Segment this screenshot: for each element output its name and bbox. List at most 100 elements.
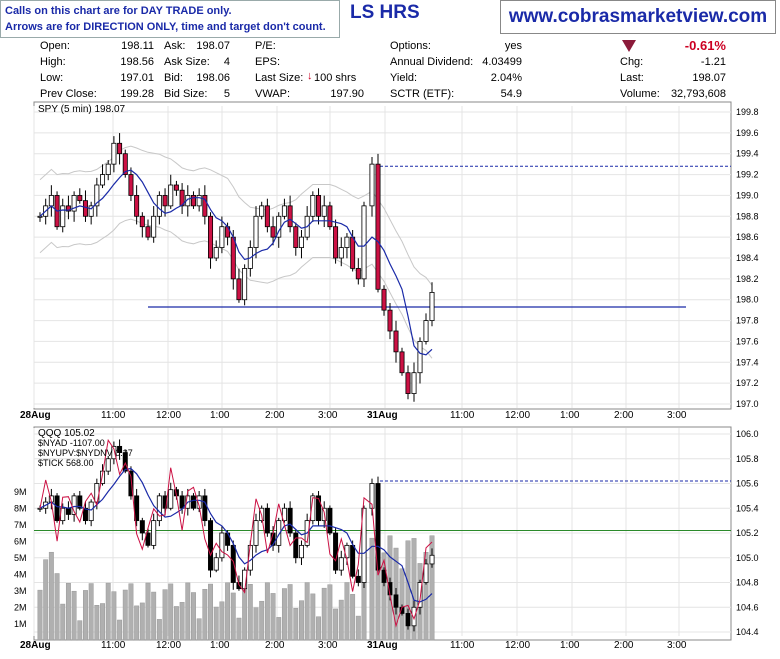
volume-bar bbox=[236, 617, 242, 641]
x-tick-label: 31Aug bbox=[367, 640, 398, 651]
volume-bar bbox=[281, 588, 287, 641]
x-tick-label: 11:00 bbox=[101, 640, 126, 651]
legend-nyupv: $NYUPV:$NYDNV 0.27 bbox=[38, 448, 133, 458]
volume-bar bbox=[423, 552, 429, 641]
y-tick-label: 105.0 bbox=[736, 553, 759, 563]
candle-body bbox=[128, 470, 134, 497]
vwap-value: 197.90 bbox=[330, 88, 364, 100]
volume-label: Volume: bbox=[620, 88, 660, 100]
volume-bar bbox=[156, 619, 162, 641]
dividend-value: 4.03499 bbox=[482, 56, 522, 68]
candle-body bbox=[37, 507, 43, 510]
volume-bar bbox=[43, 559, 49, 641]
y-tick-label: 198.0 bbox=[736, 295, 759, 305]
candle-body bbox=[393, 330, 399, 353]
candle-body bbox=[355, 575, 361, 583]
candle-body bbox=[82, 507, 88, 522]
candle-body bbox=[139, 215, 145, 228]
website-banner[interactable]: www.cobrasmarketview.com bbox=[500, 0, 776, 34]
x-tick-label: 12:00 bbox=[156, 410, 181, 421]
prev-close-value: 199.28 bbox=[120, 88, 154, 100]
high-value: 198.56 bbox=[120, 56, 154, 68]
notice-line-2: Arrows are for DIRECTION ONLY, time and … bbox=[5, 21, 326, 33]
candle-body bbox=[77, 495, 83, 509]
ask-label: Ask: bbox=[164, 40, 186, 52]
triangle-down-icon bbox=[622, 40, 636, 52]
candle-body bbox=[219, 532, 225, 559]
y-tick-label: 105.6 bbox=[736, 479, 759, 489]
candle-body bbox=[162, 495, 168, 509]
candle-body bbox=[117, 445, 123, 453]
candle-body bbox=[151, 215, 157, 238]
volume-bar bbox=[270, 593, 276, 641]
tick-line bbox=[39, 438, 433, 628]
y-tick-label: 199.2 bbox=[736, 170, 759, 180]
volume-bar bbox=[253, 607, 259, 641]
pe-label: P/E: bbox=[255, 40, 276, 52]
candle-body bbox=[333, 532, 339, 571]
low-value: 197.01 bbox=[120, 72, 154, 84]
ask-size-value: 4 bbox=[223, 56, 230, 68]
x-tick-label: 1:00 bbox=[210, 640, 230, 651]
upper-band bbox=[39, 145, 433, 286]
volume-bar bbox=[173, 606, 179, 641]
candle-body bbox=[423, 563, 429, 583]
volume-bar bbox=[316, 616, 321, 641]
y-tick-label: 105.2 bbox=[736, 528, 759, 538]
change-value: -1.21 bbox=[700, 56, 726, 68]
candle-body bbox=[369, 163, 375, 207]
volume-bar bbox=[145, 582, 151, 641]
volume-bar bbox=[54, 573, 60, 641]
volume-bar bbox=[83, 590, 88, 641]
candle-body bbox=[117, 142, 123, 155]
volume-bar bbox=[242, 588, 248, 641]
candle-body bbox=[202, 495, 208, 522]
volume-bar bbox=[105, 582, 111, 641]
ask-size-label: Ask Size: bbox=[164, 56, 210, 68]
volume-bar bbox=[37, 589, 43, 641]
volume-bar bbox=[287, 584, 293, 641]
y-tick-label: 197.4 bbox=[736, 357, 759, 367]
options-value: yes bbox=[504, 40, 522, 52]
candle-body bbox=[387, 309, 393, 332]
day-trade-notice: Calls on this chart are for DAY TRADE on… bbox=[0, 0, 340, 38]
candle-body bbox=[236, 582, 242, 590]
x-tick-label: 1:00 bbox=[560, 410, 580, 421]
last-size-label: Last Size: bbox=[255, 72, 304, 84]
candle-body bbox=[293, 532, 299, 559]
x-tick-label: 3:00 bbox=[667, 640, 687, 651]
volume-bar bbox=[247, 584, 253, 641]
volume-bar bbox=[293, 608, 299, 641]
candle-body bbox=[276, 520, 282, 546]
x-tick-label: 28Aug bbox=[20, 410, 51, 421]
volume-tick-label: 6M bbox=[14, 537, 27, 547]
x-tick-label: 1:00 bbox=[560, 640, 580, 651]
candle-body bbox=[122, 153, 128, 175]
volume-bar bbox=[276, 617, 282, 641]
x-tick-label: 3:00 bbox=[318, 410, 338, 421]
candle-body bbox=[381, 288, 387, 311]
x-tick-label: 2:00 bbox=[265, 640, 285, 651]
candle-body bbox=[375, 163, 381, 290]
open-label: Open: bbox=[40, 40, 70, 52]
x-tick-label: 28Aug bbox=[20, 640, 51, 651]
y-tick-label: 199.8 bbox=[736, 107, 759, 117]
eps-label: EPS: bbox=[255, 56, 281, 68]
candle-body bbox=[88, 205, 94, 217]
volume-bar bbox=[128, 583, 134, 641]
y-tick-label: 104.8 bbox=[736, 578, 759, 588]
y-tick-label: 104.6 bbox=[736, 602, 759, 612]
volume-bar bbox=[208, 583, 213, 641]
low-label: Low: bbox=[40, 72, 64, 84]
candle-body bbox=[156, 495, 162, 522]
y-tick-label: 105.4 bbox=[736, 503, 759, 513]
volume-bar bbox=[134, 605, 140, 641]
volume-bar bbox=[350, 594, 356, 641]
candle-body bbox=[37, 215, 43, 218]
candle-body bbox=[145, 532, 151, 546]
candle-body bbox=[100, 470, 106, 484]
volume-bar bbox=[304, 582, 310, 641]
candle-body bbox=[236, 278, 242, 301]
volume-bar bbox=[65, 582, 71, 641]
candle-body bbox=[411, 606, 417, 627]
